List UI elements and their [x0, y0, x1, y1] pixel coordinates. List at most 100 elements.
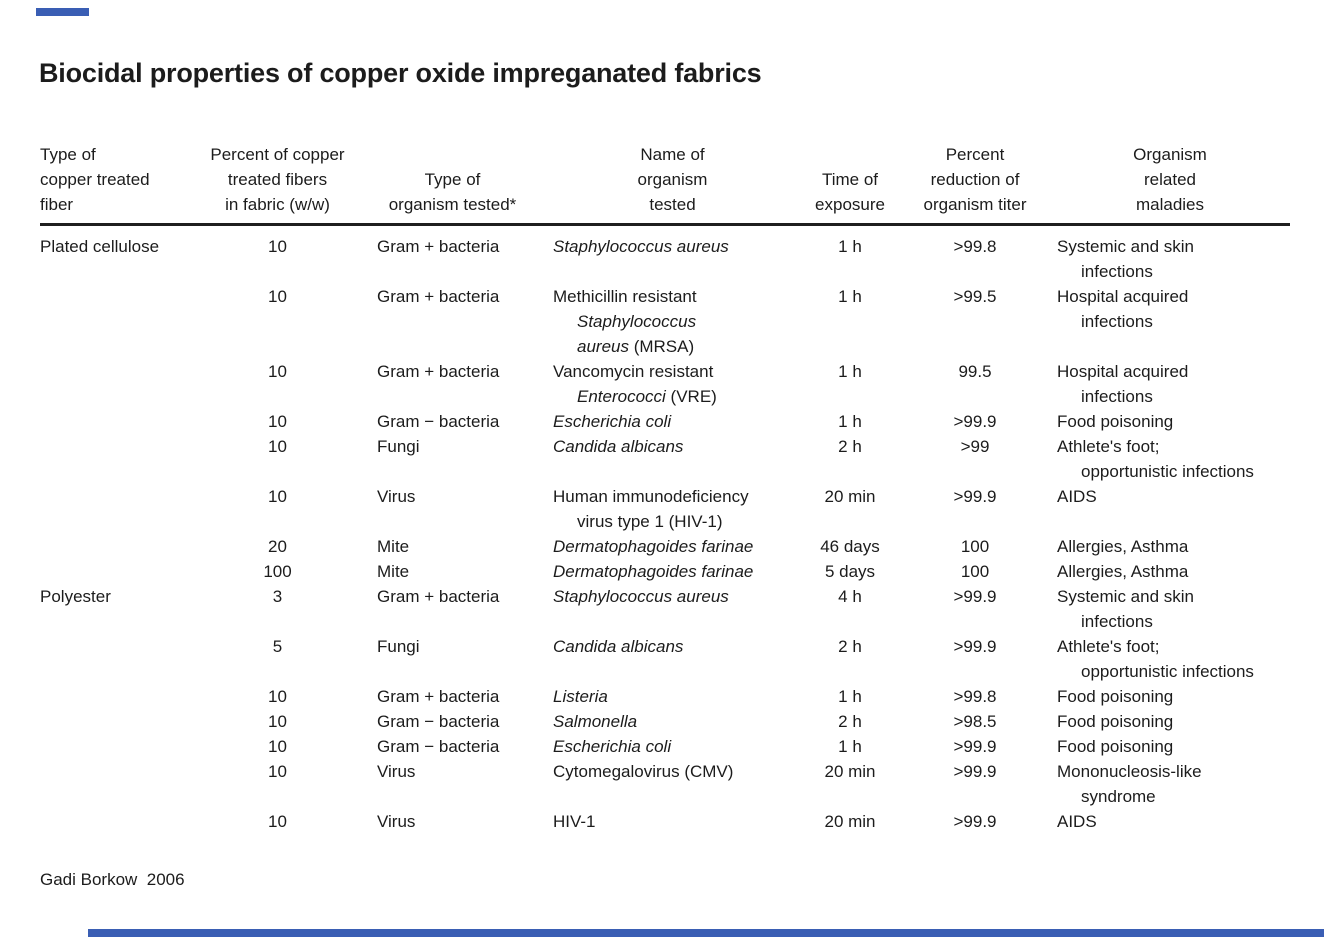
cell-line: Gram + bacteria — [377, 587, 500, 606]
cell-line: 100 — [960, 562, 990, 581]
cell-line: 10 — [268, 362, 287, 381]
biocidal-properties-table: Type of copper treated fiber Percent of cop… — [40, 142, 1290, 834]
cell-line: Enterococci (VRE) — [577, 387, 717, 406]
cell-maladies: Systemic and skin infections — [1050, 584, 1290, 634]
cell-organism-name: Human immunodeficiency virus type 1 (HIV-… — [545, 484, 800, 534]
table-row: 10 Gram + bacteria Methicillin resistant St… — [40, 284, 1290, 359]
cell-line: 10 — [268, 237, 287, 256]
cell-line: 1 h — [838, 237, 862, 256]
cell-line: Salmonella — [553, 712, 638, 731]
cell-percent: 5 — [195, 634, 360, 684]
cell-maladies: Mononucleosis-like syndrome — [1050, 759, 1290, 809]
cell-percent: 10 — [195, 284, 360, 359]
cell-line: 10 — [268, 712, 287, 731]
cell-line: Candida albicans — [553, 637, 684, 656]
cell-exposure-time: 46 days — [800, 534, 900, 559]
cell-line: Plated cellulose — [40, 237, 160, 256]
cell-maladies: Food poisoning — [1050, 734, 1290, 759]
cell-maladies: Hospital acquired infections — [1050, 359, 1290, 409]
cell-fiber — [40, 534, 195, 559]
column-header: Percent reduction of organism titer — [900, 142, 1050, 226]
cell-titer-reduction: >99.9 — [900, 634, 1050, 684]
header-line: organism titer — [923, 195, 1027, 214]
cell-maladies: Hospital acquired infections — [1050, 284, 1290, 359]
cell-fiber — [40, 359, 195, 409]
cell-line: Candida albicans — [553, 437, 684, 456]
table-row: 10 Virus HIV-1 20 min >99.9 AIDS — [40, 809, 1290, 834]
cell-organism-name: Dermatophagoides farinae — [545, 534, 800, 559]
cell-percent: 10 — [195, 709, 360, 734]
cell-percent: 100 — [195, 559, 360, 584]
cell-line: Mononucleosis-like — [1057, 762, 1202, 781]
cell-exposure-time: 1 h — [800, 225, 900, 285]
header-line: Type of — [40, 145, 96, 164]
cell-exposure-time: 20 min — [800, 809, 900, 834]
cell-titer-reduction: 99.5 — [900, 359, 1050, 409]
table-row: 10 Gram − bacteria Escherichia coli 1 h >99.… — [40, 734, 1290, 759]
header-line: organism — [637, 170, 708, 189]
cell-organism-type: Mite — [360, 559, 545, 584]
cell-line: >99.9 — [953, 637, 997, 656]
cell-exposure-time: 2 h — [800, 634, 900, 684]
cell-titer-reduction: >99.8 — [900, 225, 1050, 285]
cell-line: Gram + bacteria — [377, 287, 500, 306]
cell-line: Staphylococcus aureus — [553, 237, 729, 256]
cell-line: Food poisoning — [1057, 412, 1174, 431]
cell-line: >98.5 — [953, 712, 997, 731]
cell-line: 3 — [272, 587, 283, 606]
cell-maladies: Allergies, Asthma — [1050, 534, 1290, 559]
table-row: 100 Mite Dermatophagoides farinae 5 days 100… — [40, 559, 1290, 584]
cell-maladies: Food poisoning — [1050, 409, 1290, 434]
cell-line: 46 days — [820, 537, 880, 556]
header-line — [360, 142, 545, 167]
table-row: 5 Fungi Candida albicans 2 h >99.9 Athlete's … — [40, 634, 1290, 684]
cell-fiber — [40, 684, 195, 709]
cell-line: Athlete's foot; — [1057, 437, 1160, 456]
cell-line: Fungi — [377, 437, 420, 456]
cell-line: Staphylococcus — [577, 312, 697, 331]
cell-line: >99.8 — [953, 237, 997, 256]
cell-fiber: Polyester — [40, 584, 195, 634]
cell-percent: 10 — [195, 809, 360, 834]
cell-organism-type: Virus — [360, 484, 545, 534]
cell-organism-type: Gram + bacteria — [360, 359, 545, 409]
cell-organism-name: Cytomegalovirus (CMV) — [545, 759, 800, 809]
cell-line: 99.5 — [958, 362, 992, 381]
header-line: copper treated — [40, 170, 150, 189]
cell-titer-reduction: >99.9 — [900, 759, 1050, 809]
header-line: treated fibers — [227, 170, 328, 189]
cell-line: 4 h — [838, 587, 862, 606]
cell-line: Dermatophagoides farinae — [553, 562, 754, 581]
cell-exposure-time: 1 h — [800, 684, 900, 709]
cell-line: 1 h — [838, 287, 862, 306]
cell-line: 5 days — [824, 562, 876, 581]
cell-line: Hospital acquired — [1057, 362, 1189, 381]
cell-line: 10 — [268, 437, 287, 456]
cell-line: Systemic and skin — [1057, 587, 1194, 606]
cell-line: >99.5 — [953, 287, 997, 306]
cell-fiber — [40, 284, 195, 359]
table-row: 10 Fungi Candida albicans 2 h >99 Athlete's f… — [40, 434, 1290, 484]
header-line: Time of — [821, 170, 879, 189]
cell-line: 5 — [272, 637, 283, 656]
cell-titer-reduction: 100 — [900, 534, 1050, 559]
table-row: 10 Gram − bacteria Salmonella 2 h >98.5 Food … — [40, 709, 1290, 734]
cell-titer-reduction: >99 — [900, 434, 1050, 484]
cell-exposure-time: 2 h — [800, 434, 900, 484]
cell-organism-type: Gram + bacteria — [360, 584, 545, 634]
cell-line: 10 — [268, 287, 287, 306]
table-row: 10 Virus Cytomegalovirus (CMV) 20 min >99.9 M… — [40, 759, 1290, 809]
cell-organism-type: Gram + bacteria — [360, 284, 545, 359]
column-header: Type of copper treated fiber — [40, 142, 195, 226]
cell-maladies: Systemic and skin infections — [1050, 225, 1290, 285]
cell-line: >99.9 — [953, 587, 997, 606]
cell-line: Food poisoning — [1057, 712, 1174, 731]
cell-organism-type: Virus — [360, 759, 545, 809]
column-header: Percent of copper treated fibers in fabric… — [195, 142, 360, 226]
header-line: Type of — [424, 170, 481, 189]
cell-exposure-time: 20 min — [800, 484, 900, 534]
cell-line: 20 — [268, 537, 287, 556]
cell-line: syndrome — [1081, 787, 1156, 806]
cell-organism-name: Candida albicans — [545, 434, 800, 484]
